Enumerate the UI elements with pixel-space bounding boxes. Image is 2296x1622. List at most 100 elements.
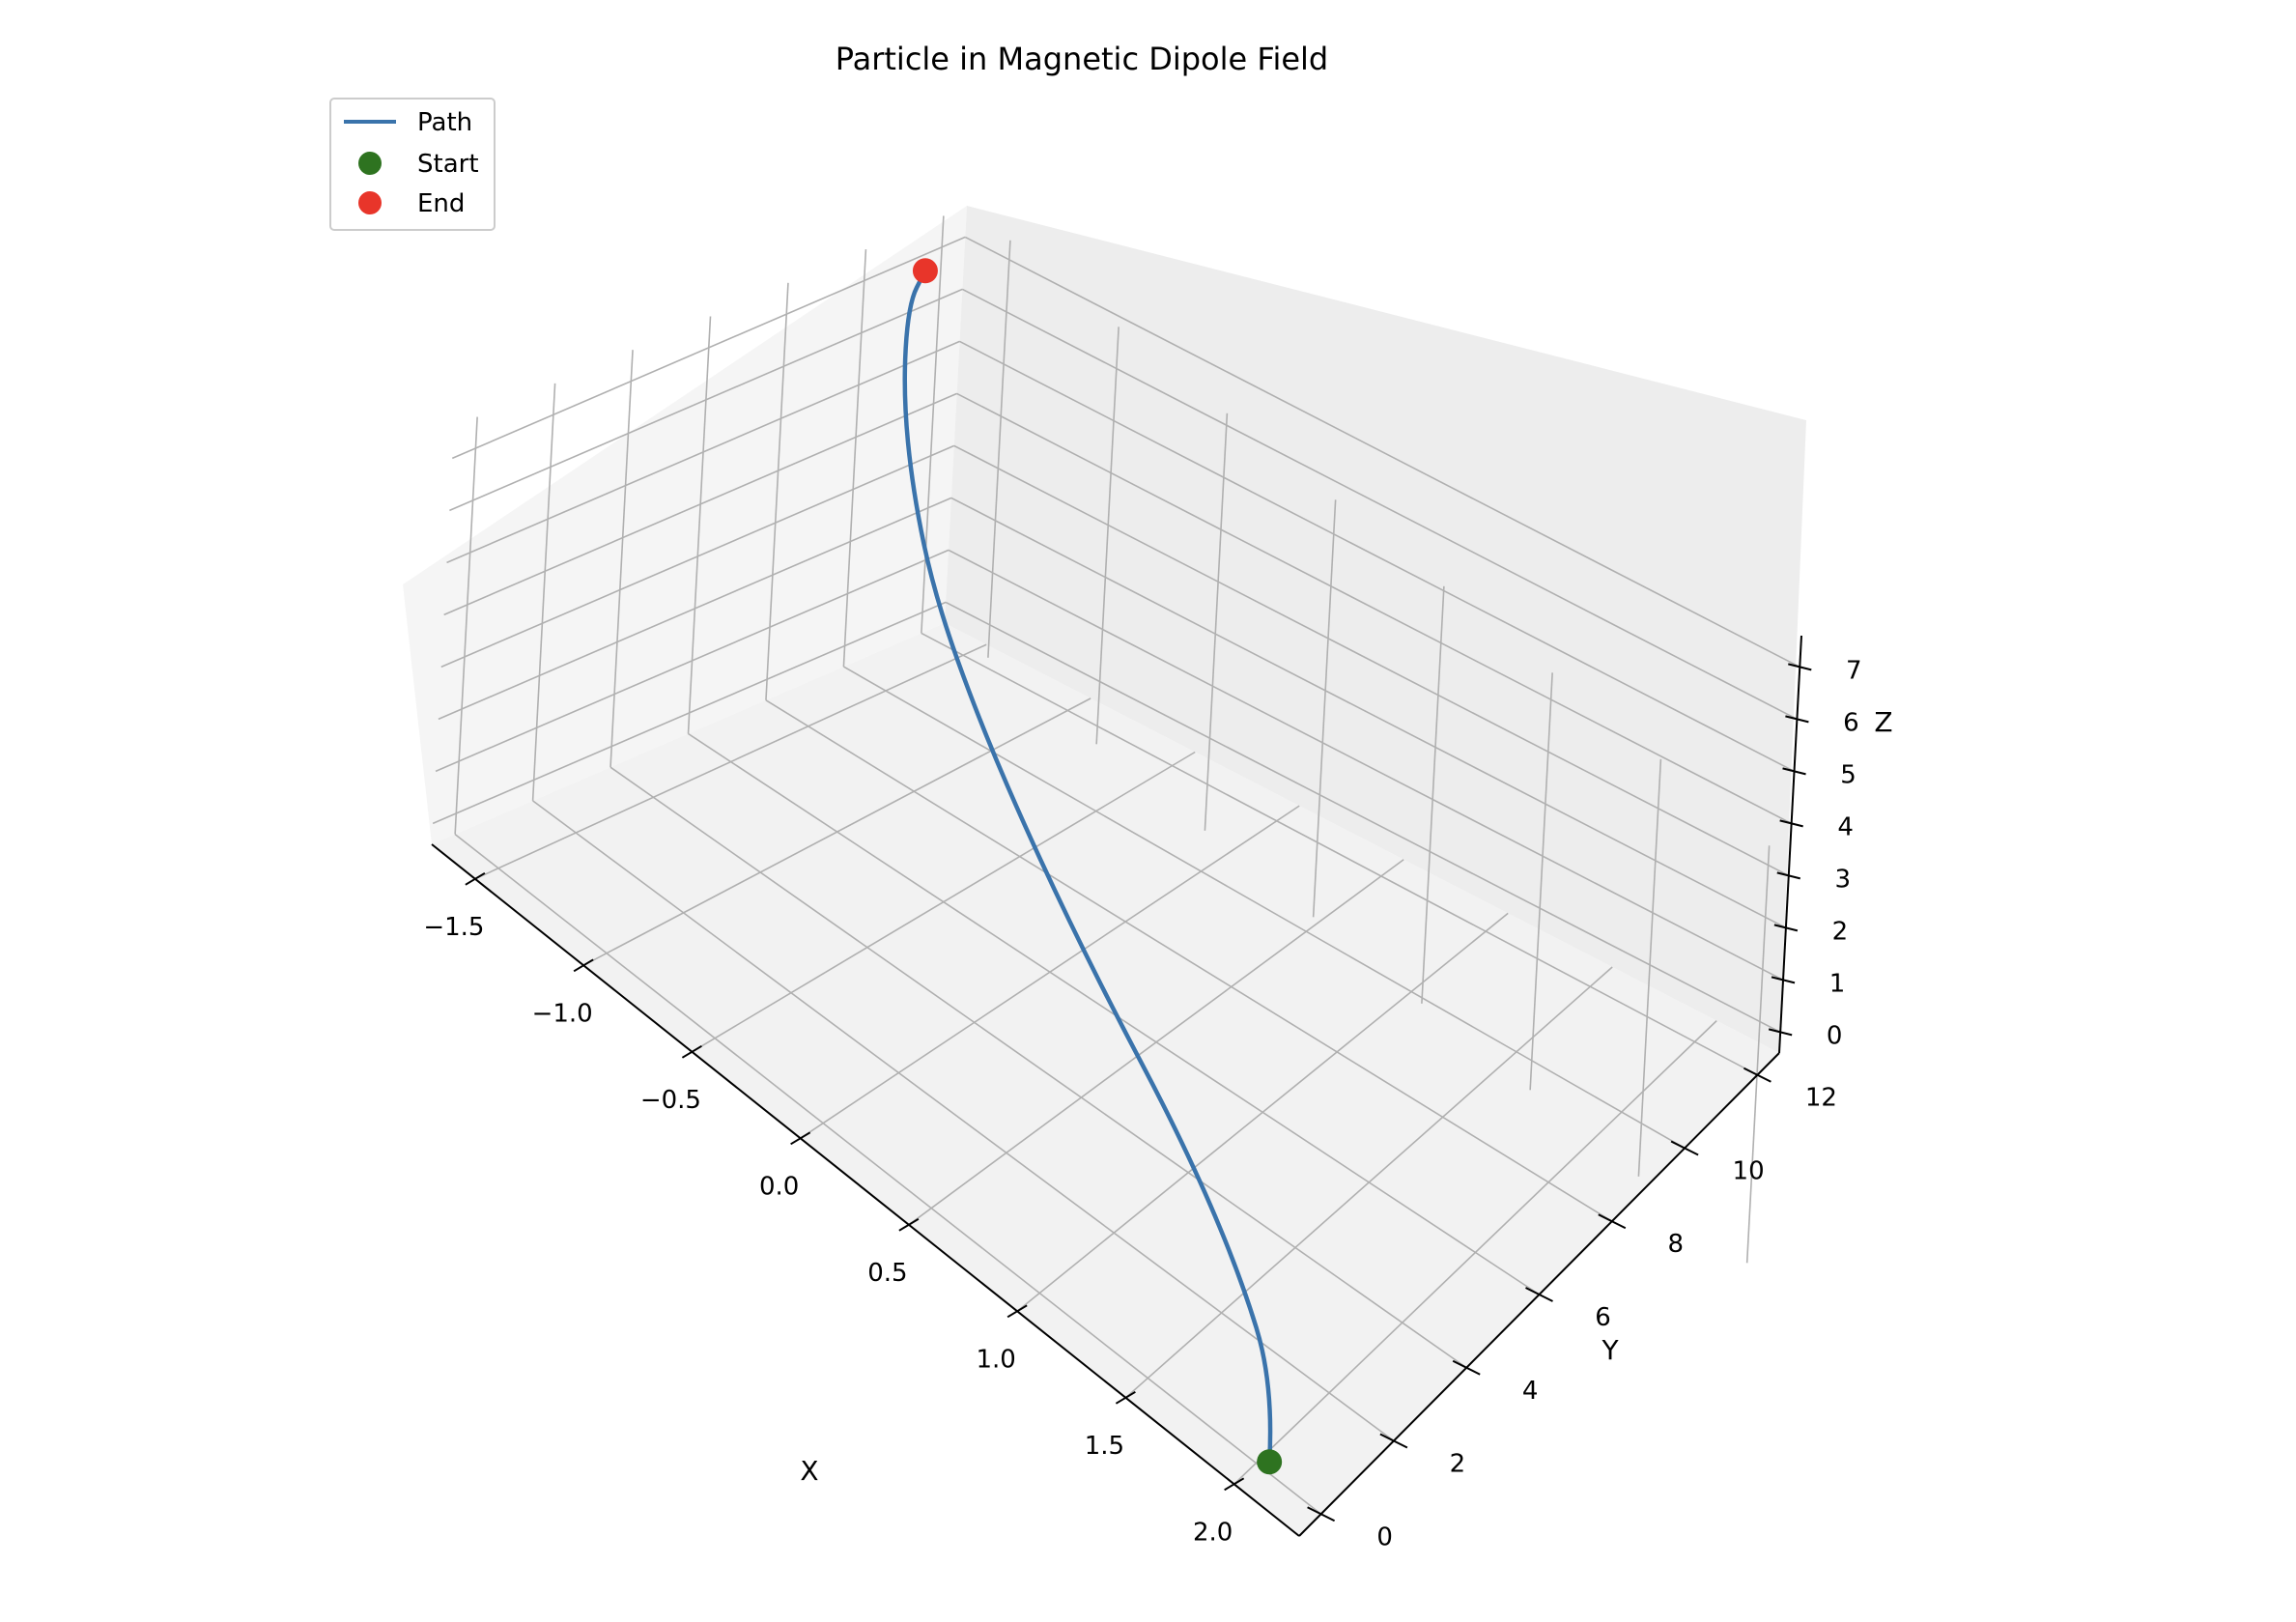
y-axis-label: Y <box>1601 1334 1619 1366</box>
y-tick-label: 4 <box>1522 1377 1539 1406</box>
gridline-z-right-wall <box>950 497 1787 929</box>
y-tick-label: 2 <box>1450 1450 1466 1479</box>
x-tick-label: 2.0 <box>1193 1518 1233 1547</box>
gridline-x-wall <box>1095 327 1120 745</box>
gridline-x-wall <box>987 240 1011 658</box>
gridline-z-left-wall <box>451 236 966 460</box>
x-tick-label: 1.0 <box>976 1345 1015 1374</box>
z-tick-label: 0 <box>1827 1021 1843 1050</box>
x-tick <box>790 1131 811 1146</box>
x-tick-label: −1.0 <box>532 999 593 1028</box>
gridline-y-wall <box>687 316 712 734</box>
y-tick <box>1307 1506 1336 1522</box>
gridline-z-left-wall <box>438 497 952 721</box>
y-tick <box>1670 1140 1699 1156</box>
gridline-y-wall <box>921 215 945 634</box>
gridline-z-right-wall <box>945 601 1781 1034</box>
z-tick-label: 6 <box>1843 708 1859 737</box>
x-tick-label: −0.5 <box>640 1086 701 1115</box>
marker-start <box>1257 1449 1283 1475</box>
gridline-y-wall <box>454 416 478 835</box>
gridline-x-wall <box>1421 585 1445 1004</box>
z-tick <box>1771 976 1796 984</box>
x-tick-label: −1.5 <box>423 913 484 942</box>
z-tick <box>1782 767 1806 776</box>
tick-labels: −1.5−1.0−0.50.00.51.01.52.0 0246810120123… <box>423 656 1861 1551</box>
z-tick <box>1785 715 1809 724</box>
gridline-z-left-wall <box>432 601 947 825</box>
y-tick-label: 6 <box>1595 1303 1611 1332</box>
z-tick <box>1779 819 1803 828</box>
series-path-line <box>902 269 1273 1465</box>
y-tick <box>1379 1433 1408 1449</box>
z-tick <box>1773 924 1799 932</box>
legend-label-path: Path <box>417 108 472 137</box>
legend-label-start: Start <box>417 150 479 179</box>
z-tick-label: 5 <box>1840 760 1857 789</box>
gridline-y-floor <box>921 632 1758 1076</box>
gridline-z-right-wall <box>964 236 1800 669</box>
gridlines <box>432 215 1800 1515</box>
gridline-y-floor <box>843 666 1686 1150</box>
pane-back-xz <box>403 206 967 844</box>
legend-label-end: End <box>417 189 465 218</box>
gridline-z-right-wall <box>956 392 1793 825</box>
z-tick-label: 7 <box>1846 656 1862 685</box>
gridline-z-left-wall <box>449 288 963 512</box>
x-tick-label: 0.0 <box>759 1172 799 1201</box>
x-tick <box>898 1217 920 1232</box>
z-axis-label: Z <box>1874 706 1892 738</box>
gridline-y-floor <box>454 833 1322 1515</box>
legend: Path Start End <box>329 98 496 231</box>
z-tick-label: 3 <box>1835 865 1852 894</box>
gridline-z-left-wall <box>443 392 957 616</box>
gridline-y-wall <box>765 282 789 700</box>
gridline-z-left-wall <box>435 549 950 773</box>
gridline-x-wall <box>1637 758 1662 1177</box>
gridline-x-wall <box>1529 672 1553 1091</box>
data-series <box>902 258 1283 1475</box>
gridline-x-wall <box>1312 499 1337 918</box>
x-tick <box>681 1044 702 1059</box>
z-axis-line <box>1778 635 1802 1054</box>
marker-end <box>912 258 938 284</box>
pane-back-yz <box>945 206 1806 1053</box>
z-tick-label: 4 <box>1837 812 1854 841</box>
x-axis-label: X <box>800 1455 818 1487</box>
gridline-y-wall <box>609 350 634 768</box>
x-tick-label: 1.5 <box>1085 1432 1124 1461</box>
gridline-x-wall <box>1745 845 1771 1264</box>
x-tick <box>1115 1390 1136 1405</box>
axes-panes <box>403 206 1806 1536</box>
x-tick-label: 0.5 <box>867 1259 907 1288</box>
tick-marks <box>465 663 1812 1522</box>
z-tick <box>1776 871 1801 880</box>
gridline-z-right-wall <box>948 549 1784 982</box>
y-tick <box>1598 1213 1627 1230</box>
gridline-y-floor <box>609 766 1467 1369</box>
y-tick <box>1743 1067 1772 1083</box>
gridline-z-right-wall <box>953 444 1790 877</box>
gridline-z-right-wall <box>959 340 1795 773</box>
x-tick <box>465 871 486 886</box>
x-tick <box>1006 1304 1028 1319</box>
y-tick <box>1525 1287 1553 1302</box>
z-tick <box>1788 663 1812 671</box>
y-tick-label: 12 <box>1805 1084 1837 1113</box>
y-tick <box>1452 1359 1481 1376</box>
gridline-y-wall <box>842 249 867 668</box>
gridline-z-left-wall <box>440 444 955 669</box>
x-axis-line <box>431 843 1300 1537</box>
y-tick-label: 0 <box>1376 1522 1393 1551</box>
gridline-y-floor <box>532 800 1395 1442</box>
z-tick-label: 1 <box>1829 969 1846 998</box>
z-tick-label: 2 <box>1832 917 1849 946</box>
gridline-z-left-wall <box>446 340 960 564</box>
gridline-z-right-wall <box>962 288 1798 721</box>
y-tick-label: 10 <box>1733 1156 1765 1185</box>
chart-title: Particle in Magnetic Dipole Field <box>836 41 1328 77</box>
gridline-y-floor <box>765 699 1613 1222</box>
z-tick <box>1768 1028 1793 1037</box>
x-tick <box>573 958 594 973</box>
